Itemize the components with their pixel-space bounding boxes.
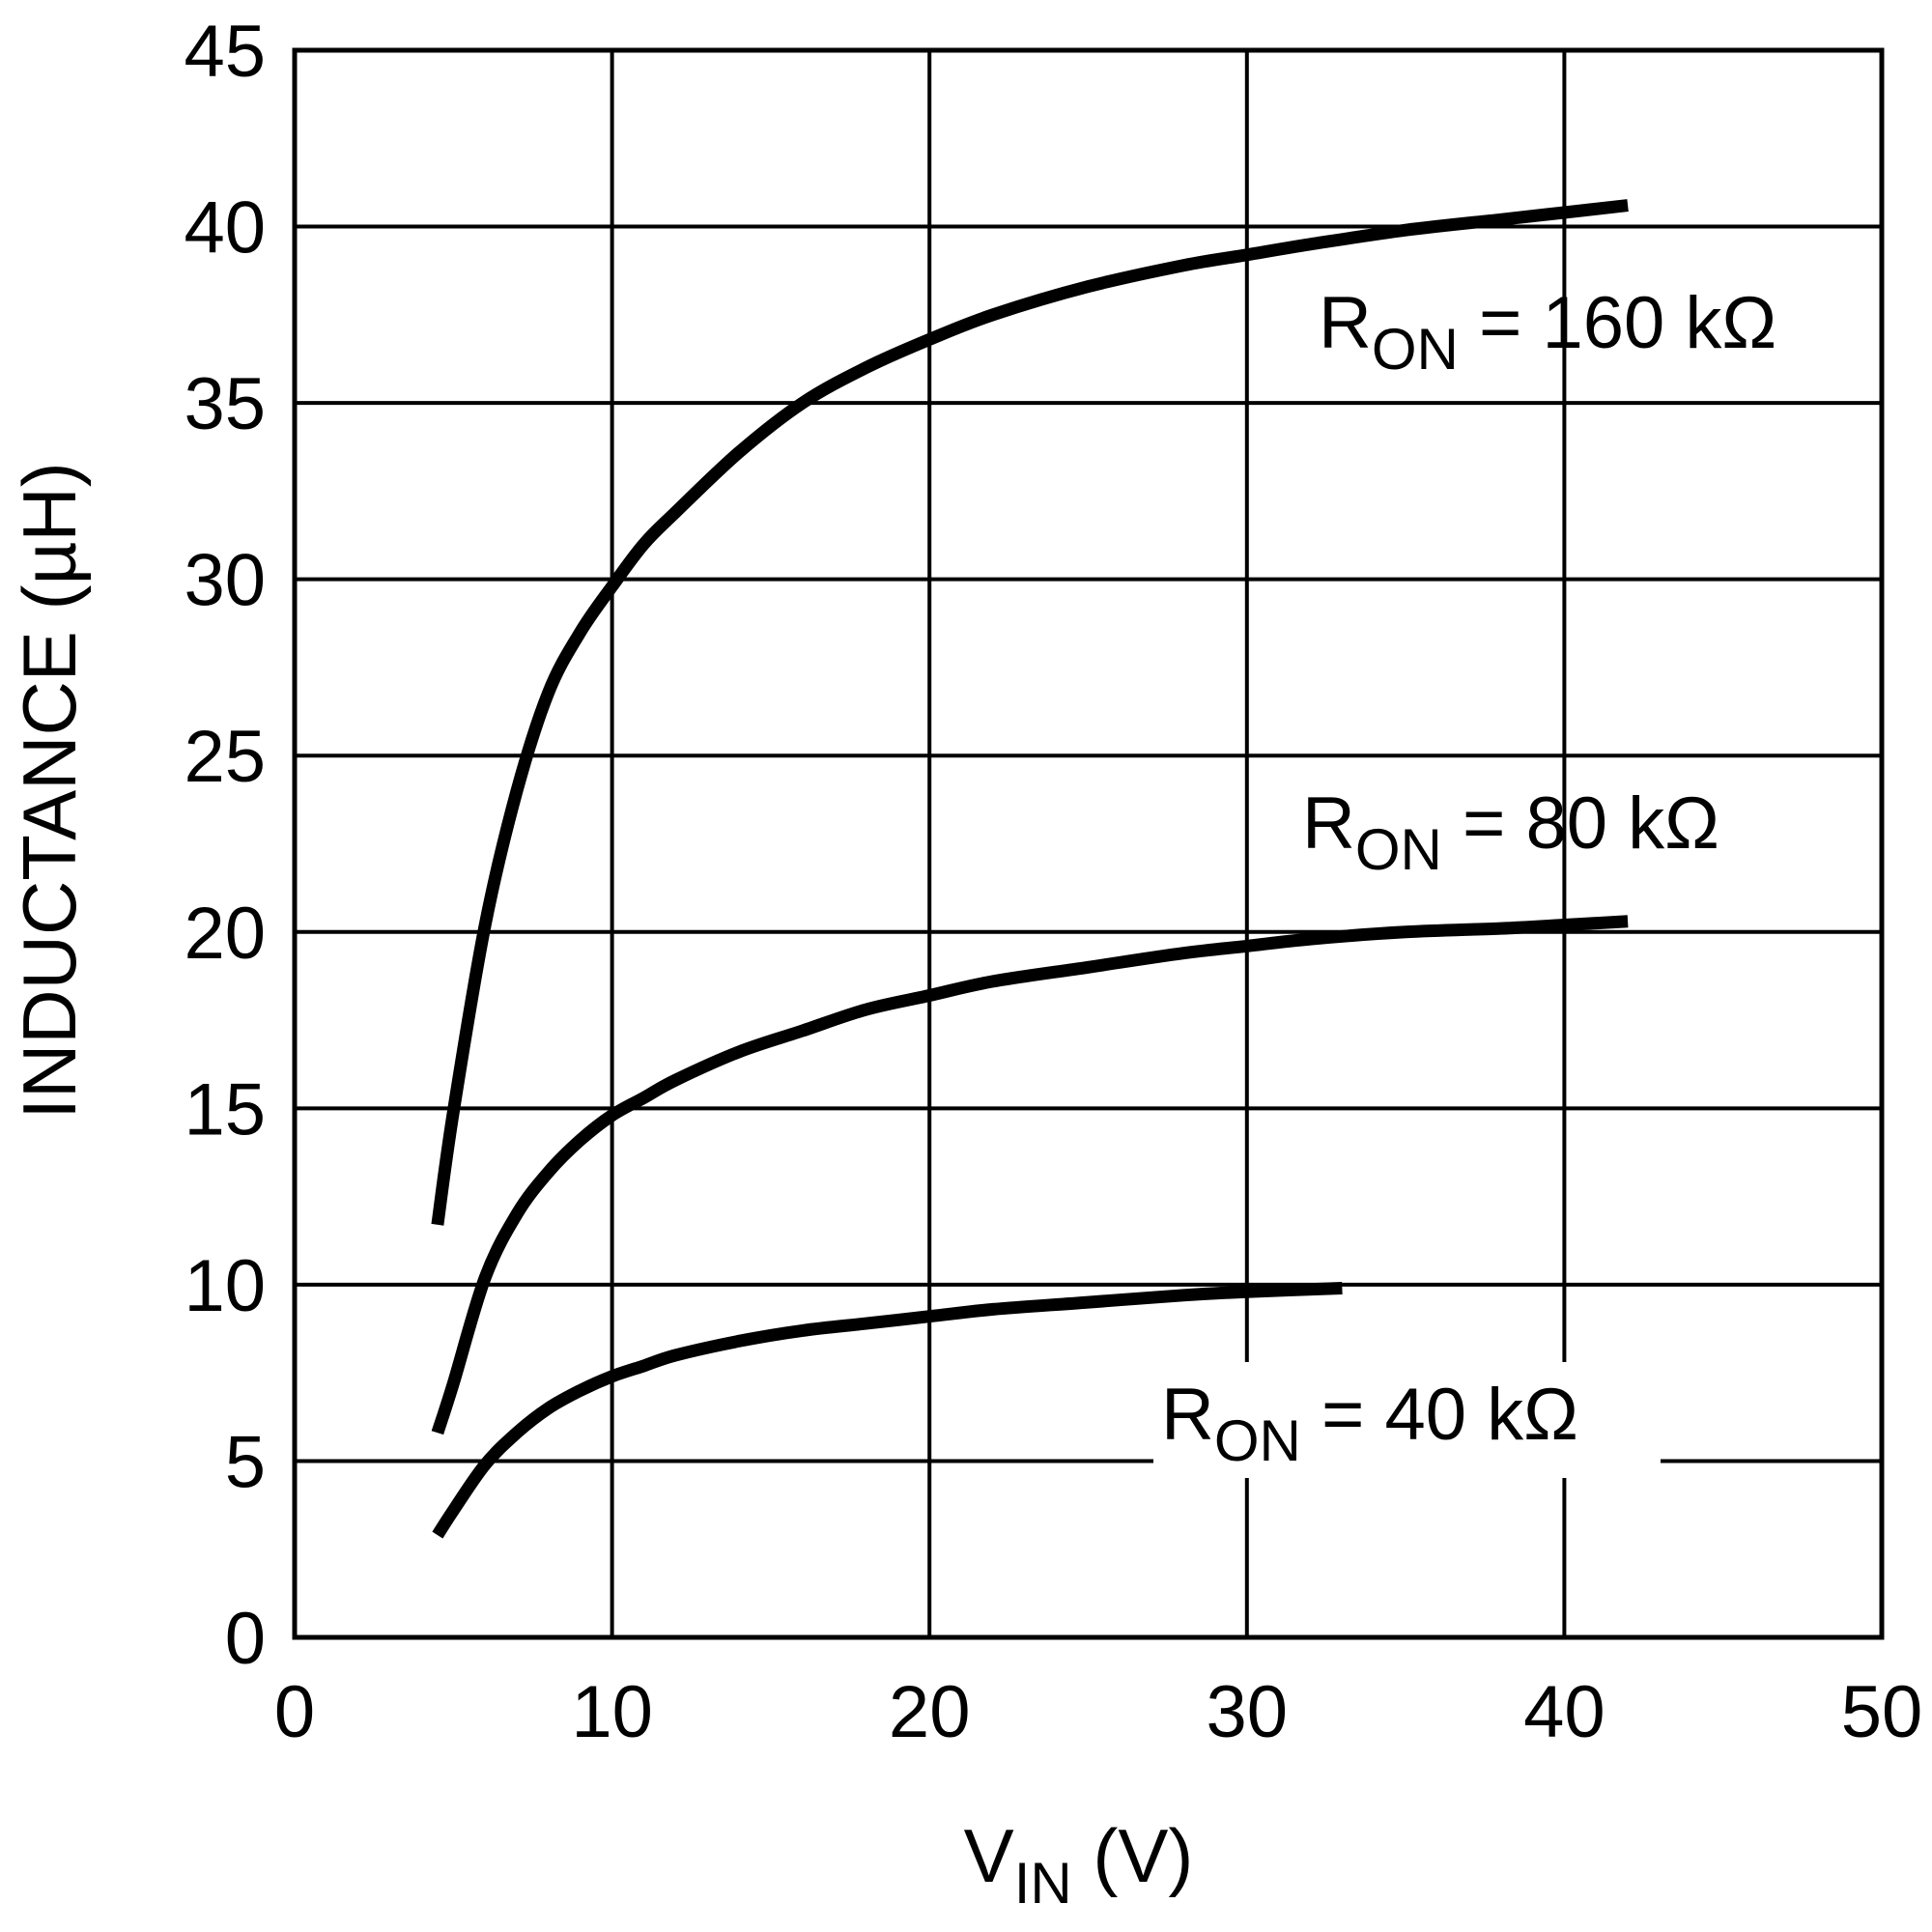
x-tick-label: 30 xyxy=(1207,1671,1289,1753)
series-label-ron-80k: RON = 80 kΩ xyxy=(1302,782,1719,882)
series-label-ron-40k: RON = 40 kΩ xyxy=(1161,1374,1578,1473)
y-tick-label: 15 xyxy=(184,1068,266,1151)
x-tick-label: 10 xyxy=(571,1671,653,1753)
series-label-backdrop xyxy=(1153,1362,1661,1478)
y-tick-label: 5 xyxy=(225,1421,266,1503)
series-labels: RON = 160 kΩ RON = 80 kΩ RON = 40 kΩ xyxy=(1153,282,1776,1478)
y-tick-label: 10 xyxy=(184,1245,266,1327)
plot-frame xyxy=(292,47,1885,1640)
series-line-ron-40k xyxy=(432,1282,1343,1539)
y-tick-labels: 0 5 10 15 20 25 30 35 40 45 xyxy=(184,11,266,1680)
x-tick-label: 0 xyxy=(274,1671,315,1753)
y-tick-label: 30 xyxy=(184,540,266,622)
y-tick-label: 40 xyxy=(184,187,266,270)
x-axis-title: VIN (V) xyxy=(964,1813,1194,1916)
series-line-ron-80k xyxy=(431,915,1629,1435)
series-line-ron-160k xyxy=(431,199,1629,1226)
series-label-ron-160k: RON = 160 kΩ xyxy=(1319,282,1776,382)
x-axis-title-main: V xyxy=(964,1813,1014,1898)
y-tick-label: 45 xyxy=(184,11,266,93)
series-lines xyxy=(431,199,1629,1539)
x-tick-label: 50 xyxy=(1841,1671,1923,1753)
y-tick-label: 25 xyxy=(184,716,266,798)
y-tick-label: 35 xyxy=(184,363,266,445)
x-tick-labels: 0 10 20 30 40 50 xyxy=(274,1671,1922,1753)
x-tick-label: 40 xyxy=(1523,1671,1605,1753)
x-tick-label: 20 xyxy=(889,1671,971,1753)
y-tick-label: 0 xyxy=(225,1598,266,1680)
x-axis-title-sub: IN xyxy=(1014,1851,1072,1916)
y-tick-label: 20 xyxy=(184,893,266,975)
x-axis-title-unit: (V) xyxy=(1072,1813,1194,1898)
y-axis-title: INDUCTANCE (µH) xyxy=(7,462,92,1119)
